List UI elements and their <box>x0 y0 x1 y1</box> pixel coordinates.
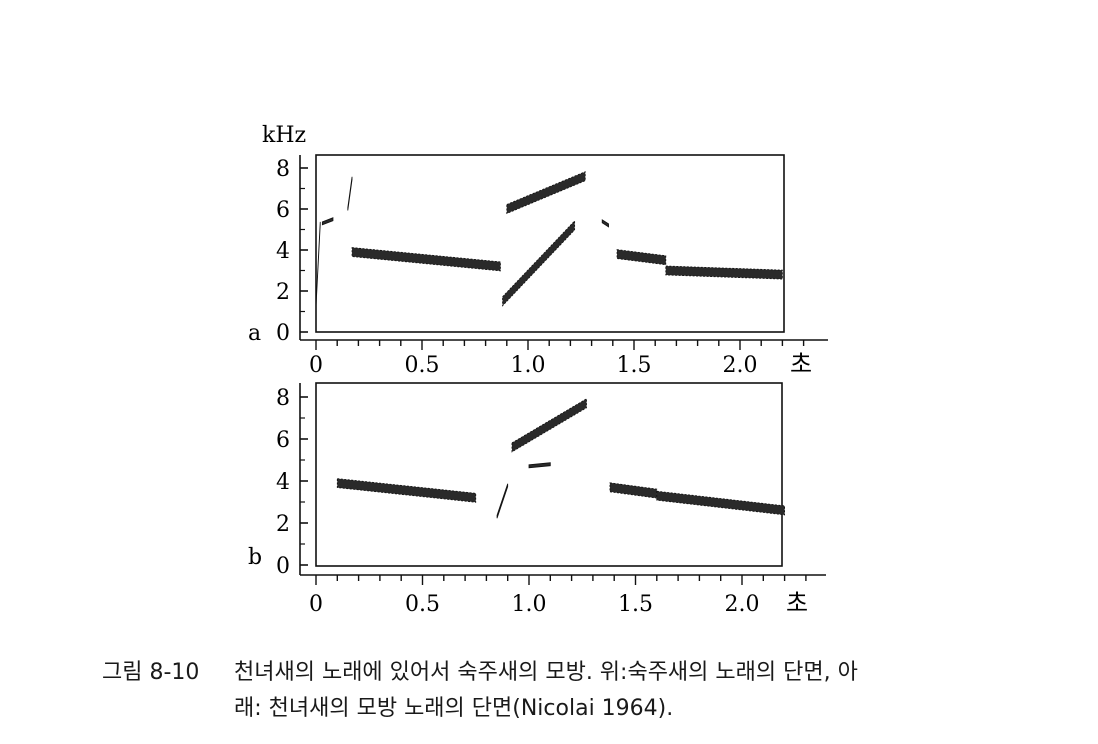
y-tick-label: 6 <box>276 428 290 453</box>
y-tick-label: 0 <box>276 554 290 579</box>
panel-a-x-unit: 초 <box>790 350 812 378</box>
y-unit-label: kHz <box>262 123 306 148</box>
x-tick-label: 0.5 <box>405 592 440 617</box>
sonogram-segment <box>336 478 477 503</box>
y-tick-label: 2 <box>276 512 290 537</box>
x-tick-label: 1.0 <box>512 592 547 617</box>
sonogram-segment <box>315 221 321 307</box>
panel-a: 0 2 4 6 8 0 0.5 1.0 1.5 2.0 a 초 <box>248 154 828 378</box>
y-tick-label: 0 <box>276 321 290 346</box>
y-tick-label: 2 <box>276 280 290 305</box>
sonogram-segment <box>656 490 785 516</box>
caption-line-1: 천녀새의 노래에 있어서 숙주새의 모방. 위:숙주새의 노래의 단면, 아 <box>234 660 858 685</box>
caption-line-2: 래: 천녀새의 모방 노래의 단면(Nicolai 1964). <box>234 696 674 721</box>
sonogram-segment <box>347 176 353 211</box>
x-tick-label: 2.0 <box>723 353 758 378</box>
sonogram-segment <box>601 219 609 228</box>
panel-a-letter: a <box>248 321 261 346</box>
x-tick-label: 1.5 <box>618 592 653 617</box>
sonogram-segment <box>506 171 586 215</box>
x-tick-label: 0 <box>309 592 323 617</box>
y-tick-label: 8 <box>276 157 290 182</box>
panel-b-frame <box>315 382 783 567</box>
x-tick-label: 0 <box>309 353 323 378</box>
x-tick-label: 1.0 <box>511 353 546 378</box>
y-tick-label: 4 <box>276 470 290 495</box>
x-tick-label: 0.5 <box>405 353 440 378</box>
y-tick-label: 8 <box>276 386 290 411</box>
sonogram-segment <box>351 247 501 272</box>
sonogram-segment <box>502 219 576 307</box>
sonogram-segment <box>616 249 667 266</box>
sonogram-segment <box>665 265 783 280</box>
panel-b-x-unit: 초 <box>786 589 808 617</box>
x-tick-label: 2.0 <box>725 592 760 617</box>
caption-label: 그림 8-10 <box>102 660 200 685</box>
sonogram-segment <box>609 482 658 499</box>
y-tick-label: 6 <box>276 198 290 223</box>
sonogram-segment <box>528 462 551 469</box>
x-tick-label: 1.5 <box>617 353 652 378</box>
panel-b: 0 2 4 6 8 0 0.5 1.0 1.5 2.0 b 초 <box>248 382 826 617</box>
sonogram-segment <box>511 398 587 453</box>
panel-a-frame <box>315 154 785 333</box>
y-tick-label: 4 <box>276 239 290 264</box>
sonogram-segment <box>321 217 334 226</box>
panel-b-letter: b <box>248 545 262 570</box>
sonogram-segment <box>496 483 509 519</box>
